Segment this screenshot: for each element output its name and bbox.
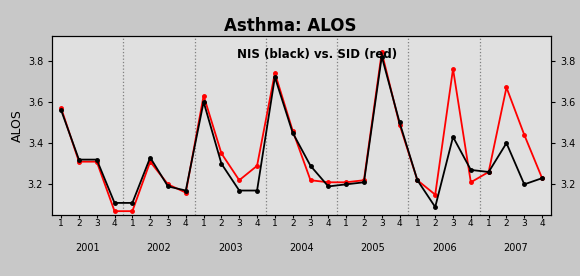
Text: 2005: 2005 xyxy=(361,243,385,253)
Text: 2003: 2003 xyxy=(218,243,242,253)
Text: Asthma: ALOS: Asthma: ALOS xyxy=(224,17,356,34)
Text: 2001: 2001 xyxy=(75,243,100,253)
Text: NIS (black) vs. SID (red): NIS (black) vs. SID (red) xyxy=(237,49,397,62)
Text: 2006: 2006 xyxy=(432,243,456,253)
Text: 2004: 2004 xyxy=(289,243,314,253)
Y-axis label: ALOS: ALOS xyxy=(10,109,24,142)
Text: 2002: 2002 xyxy=(147,243,172,253)
Text: 2007: 2007 xyxy=(503,243,528,253)
